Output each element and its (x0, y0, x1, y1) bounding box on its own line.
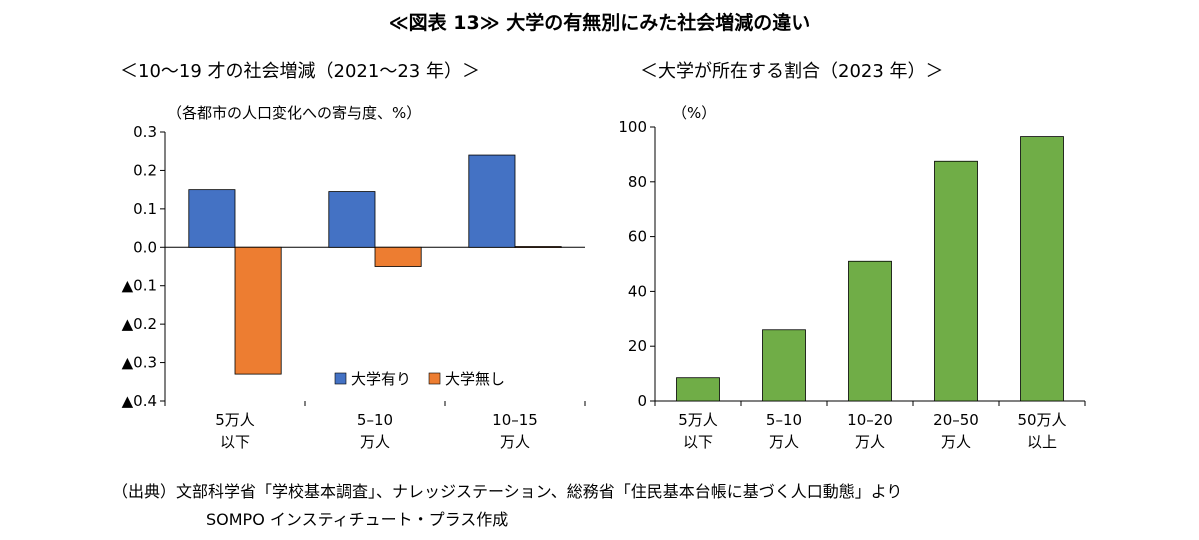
bar (762, 329, 806, 402)
y-tick-label: 0.1 (133, 200, 157, 218)
x-tick-label: 5–10 (357, 411, 393, 429)
x-tick-label: 5万人 (678, 411, 718, 429)
x-tick-label: 万人 (941, 433, 971, 451)
legend-label: 大学有り (351, 370, 411, 388)
y-tick-label: 60 (628, 228, 647, 246)
y-tick-label: ▲0.2 (122, 315, 157, 333)
y-tick-label: 100 (618, 118, 647, 136)
right-chart-unit-label: （%） (672, 104, 717, 122)
right-chart-title: ＜大学が所在する割合（2023 年）＞ (640, 61, 944, 82)
y-tick-label: ▲0.3 (122, 354, 157, 372)
x-tick-label: 万人 (360, 433, 390, 451)
x-tick-label: 万人 (769, 433, 799, 451)
figure-title: ≪図表 13≫ 大学の有無別にみた社会増減の違い (388, 12, 811, 34)
bar (934, 160, 978, 402)
bar (514, 246, 562, 248)
x-tick-label: 10–15 (492, 411, 538, 429)
y-tick-label: 0.2 (133, 161, 157, 179)
bar (234, 246, 282, 375)
y-tick-label: 40 (628, 282, 647, 300)
legend-label: 大学無し (445, 370, 505, 388)
legend-swatch (334, 372, 347, 385)
x-tick-label: 以下 (683, 433, 713, 451)
x-tick-label: 10–20 (847, 411, 893, 429)
bar (328, 191, 376, 248)
x-tick-label: 万人 (500, 433, 530, 451)
x-tick-label: 以上 (1027, 433, 1057, 451)
x-tick-label: 50万人 (1017, 411, 1066, 429)
x-tick-label: 20–50 (933, 411, 979, 429)
source-note-line1: （出典）文部科学省「学校基本調査」、ナレッジステーション、総務省「住民基本台帳に… (112, 482, 903, 501)
bar (676, 377, 720, 402)
y-tick-label: 0 (637, 392, 647, 410)
y-tick-label: ▲0.4 (122, 392, 157, 410)
bar (848, 260, 892, 402)
x-tick-label: 以下 (220, 433, 250, 451)
y-tick-label: 0.0 (133, 238, 157, 256)
bar (374, 246, 422, 267)
y-tick-label: 80 (628, 173, 647, 191)
legend-swatch (428, 372, 441, 385)
y-tick-label: 20 (628, 337, 647, 355)
left-chart-unit-label: （各都市の人口変化への寄与度、%） (167, 104, 422, 122)
source-note-line2: SOMPO インスティチュート・プラス作成 (206, 510, 509, 529)
x-tick-label: 5–10 (766, 411, 802, 429)
bar (188, 189, 236, 248)
left-chart-title: ＜10～19 才の社会増減（2021～23 年）＞ (120, 61, 480, 82)
bar (1020, 136, 1064, 402)
y-tick-label: 0.3 (133, 123, 157, 141)
x-tick-label: 万人 (855, 433, 885, 451)
y-tick-label: ▲0.1 (122, 277, 157, 295)
x-tick-label: 5万人 (215, 411, 255, 429)
bar (468, 154, 516, 248)
